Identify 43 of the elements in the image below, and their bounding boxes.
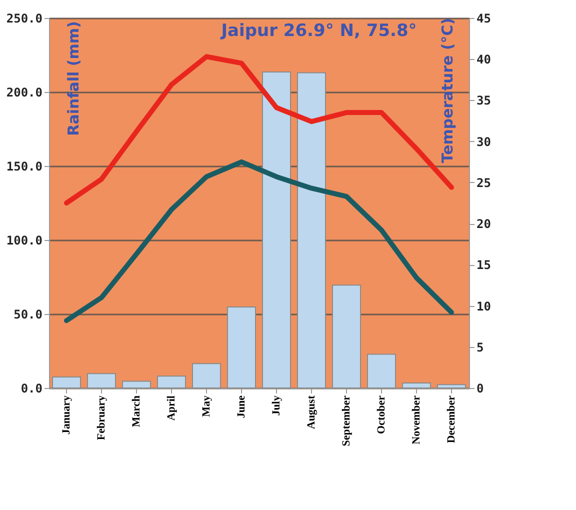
bar — [52, 376, 81, 388]
y2-tick-label: 20 — [476, 217, 491, 232]
bar — [262, 72, 291, 388]
y2-axis-title: Temperature (°C) — [438, 18, 456, 164]
bar — [367, 354, 396, 388]
y2-tick-label: 15 — [476, 258, 491, 272]
y-tick-label: 0.0 — [20, 382, 42, 396]
y2-tick-label: 10 — [476, 299, 491, 314]
bar — [437, 384, 466, 388]
y-tick-label: 150.0 — [6, 160, 42, 174]
x-tick-label: December — [446, 395, 458, 444]
bar — [332, 284, 361, 388]
y-tick-label: 50.0 — [14, 308, 42, 322]
x-tick-label: July — [270, 395, 282, 416]
y2-tick-label: 25 — [476, 176, 491, 190]
x-tick-label: April — [166, 396, 178, 421]
y2-tick-label: 40 — [476, 52, 491, 67]
bar — [227, 306, 256, 388]
x-tick-label: November — [410, 395, 422, 444]
x-tick-label: September — [340, 395, 352, 446]
x-tick-label: February — [96, 395, 108, 440]
bar — [157, 376, 186, 388]
x-tick-label: June — [236, 395, 248, 418]
x-tick-label: October — [376, 395, 388, 434]
bar — [192, 363, 221, 388]
x-tick-label: May — [200, 395, 212, 417]
y2-tick-label: 0 — [476, 382, 484, 396]
y-tick-label: 100.0 — [6, 234, 42, 248]
y-axis-title: Rainfall (mm) — [64, 21, 82, 136]
y2-tick-label: 30 — [476, 134, 491, 149]
x-tick-label: March — [130, 396, 142, 428]
y-tick-label: 200.0 — [6, 86, 42, 100]
bar — [402, 382, 431, 388]
bar — [122, 380, 151, 388]
y2-tick-label: 5 — [476, 340, 484, 354]
x-tick-label: January — [60, 395, 72, 435]
y2-tick-label: 45 — [476, 12, 491, 26]
bar — [297, 72, 326, 388]
y2-tick-label: 35 — [476, 94, 491, 108]
chart-title: Jaipur 26.9° N, 75.8° — [220, 21, 417, 41]
bar — [87, 373, 116, 388]
x-tick-label: August — [306, 395, 318, 430]
y-tick-label: 250.0 — [6, 12, 42, 26]
